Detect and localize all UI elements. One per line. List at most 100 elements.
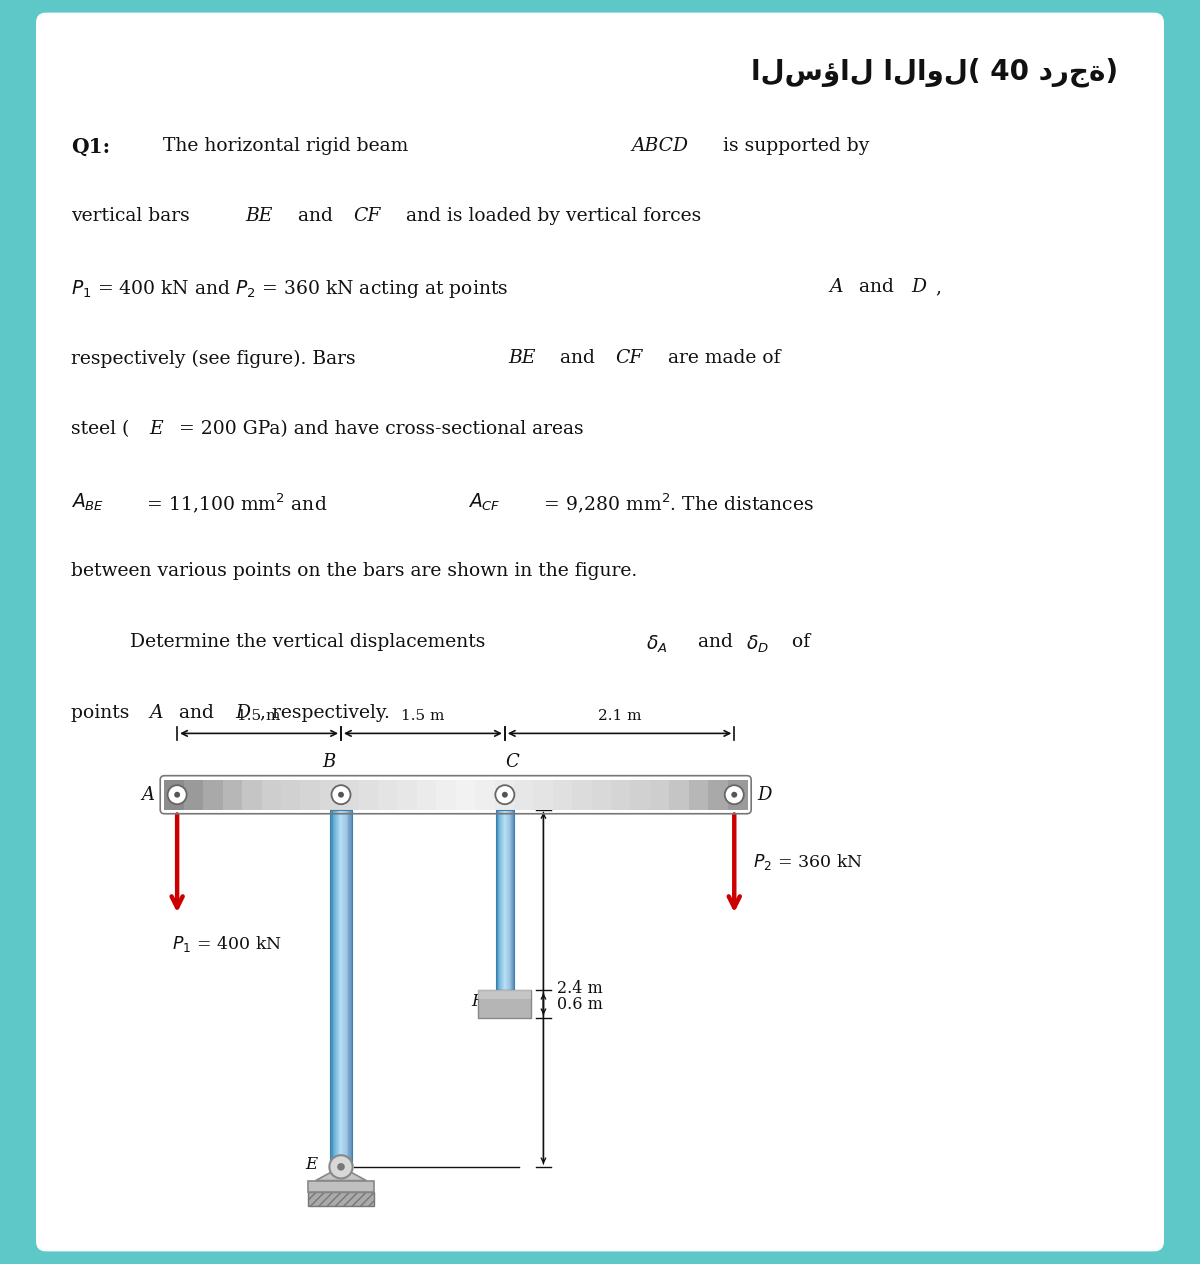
Text: B: B bbox=[323, 753, 336, 771]
Bar bbox=[334, 809, 336, 1167]
Text: of: of bbox=[786, 633, 810, 651]
Text: BE: BE bbox=[246, 207, 274, 225]
Text: CF: CF bbox=[616, 349, 642, 368]
Text: and: and bbox=[553, 349, 600, 368]
Bar bbox=[572, 780, 593, 809]
Bar bbox=[512, 809, 514, 990]
Bar bbox=[350, 809, 353, 1167]
Bar bbox=[479, 990, 532, 999]
Bar bbox=[338, 809, 340, 1167]
Bar bbox=[475, 780, 496, 809]
Bar bbox=[319, 780, 341, 809]
Bar bbox=[503, 809, 505, 990]
Bar bbox=[504, 809, 506, 990]
Circle shape bbox=[496, 785, 515, 804]
Bar bbox=[344, 809, 347, 1167]
Text: is supported by: is supported by bbox=[716, 137, 869, 154]
Bar bbox=[533, 780, 554, 809]
Bar bbox=[332, 809, 335, 1167]
Bar bbox=[164, 780, 185, 809]
Text: Determine the vertical displacements: Determine the vertical displacements bbox=[130, 633, 492, 651]
Text: and: and bbox=[691, 633, 739, 651]
Text: $P_1$ = 400 kN and $P_2$ = 360 kN acting at points: $P_1$ = 400 kN and $P_2$ = 360 kN acting… bbox=[71, 278, 509, 301]
Bar bbox=[502, 809, 504, 990]
Bar bbox=[359, 780, 379, 809]
Bar bbox=[508, 809, 510, 990]
Text: $\delta_D$: $\delta_D$ bbox=[746, 633, 769, 655]
Text: = 9,280 mm$^2$. The distances: = 9,280 mm$^2$. The distances bbox=[539, 492, 815, 516]
Text: Q1:: Q1: bbox=[71, 137, 110, 157]
Bar bbox=[456, 780, 476, 809]
Bar bbox=[330, 809, 332, 1167]
Bar bbox=[184, 780, 204, 809]
Text: 0.6 m: 0.6 m bbox=[557, 996, 604, 1012]
Bar bbox=[346, 809, 347, 1167]
Bar bbox=[479, 990, 532, 1018]
Text: $P_1$ = 400 kN: $P_1$ = 400 kN bbox=[172, 934, 282, 954]
Bar bbox=[500, 809, 503, 990]
Text: E: E bbox=[306, 1157, 318, 1173]
Bar bbox=[347, 809, 349, 1167]
Bar bbox=[512, 809, 515, 990]
Text: E: E bbox=[150, 421, 163, 439]
Bar bbox=[502, 809, 503, 990]
Circle shape bbox=[174, 791, 180, 798]
Text: A: A bbox=[150, 704, 163, 723]
Bar bbox=[378, 780, 398, 809]
Bar bbox=[337, 809, 338, 1167]
Bar bbox=[496, 809, 498, 990]
Text: points: points bbox=[71, 704, 136, 723]
Bar bbox=[506, 809, 509, 990]
Bar bbox=[708, 780, 728, 809]
Bar bbox=[331, 809, 334, 1167]
Bar bbox=[499, 809, 502, 990]
Bar bbox=[281, 780, 301, 809]
Text: $A_{BE}$: $A_{BE}$ bbox=[71, 492, 104, 513]
Text: steel (: steel ( bbox=[71, 421, 130, 439]
Text: 1.5 m: 1.5 m bbox=[401, 709, 445, 723]
Circle shape bbox=[329, 1155, 353, 1178]
Text: ABCD: ABCD bbox=[631, 137, 689, 154]
Bar bbox=[223, 780, 244, 809]
Bar bbox=[343, 809, 346, 1167]
Bar bbox=[630, 780, 650, 809]
Bar bbox=[670, 780, 690, 809]
Bar bbox=[727, 780, 748, 809]
Bar bbox=[242, 780, 263, 809]
Text: ,: , bbox=[935, 278, 941, 297]
Bar bbox=[510, 809, 512, 990]
Text: = 11,100 mm$^2$ and: = 11,100 mm$^2$ and bbox=[142, 492, 328, 516]
Circle shape bbox=[338, 791, 344, 798]
Bar bbox=[592, 780, 612, 809]
Text: are made of: are made of bbox=[661, 349, 780, 368]
Bar bbox=[348, 809, 350, 1167]
Bar bbox=[509, 809, 510, 990]
Circle shape bbox=[502, 791, 508, 798]
Bar bbox=[338, 809, 341, 1167]
Bar bbox=[341, 809, 343, 1167]
Text: $P_2$ = 360 kN: $P_2$ = 360 kN bbox=[754, 852, 863, 872]
Bar bbox=[308, 1181, 373, 1192]
Text: D: D bbox=[911, 278, 926, 297]
Bar bbox=[650, 780, 671, 809]
Circle shape bbox=[337, 1163, 344, 1170]
Bar bbox=[511, 809, 514, 990]
Text: between various points on the bars are shown in the figure.: between various points on the bars are s… bbox=[71, 562, 637, 580]
Text: 1.5 m: 1.5 m bbox=[238, 709, 281, 723]
Bar bbox=[336, 809, 338, 1167]
Bar bbox=[203, 780, 223, 809]
Text: The horizontal rigid beam: The horizontal rigid beam bbox=[163, 137, 414, 154]
Bar bbox=[498, 809, 499, 990]
Text: 2.1 m: 2.1 m bbox=[598, 709, 641, 723]
Text: $A_{CF}$: $A_{CF}$ bbox=[468, 492, 500, 513]
Text: respectively (see figure). Bars: respectively (see figure). Bars bbox=[71, 349, 361, 368]
Bar bbox=[397, 780, 418, 809]
Bar bbox=[611, 780, 631, 809]
Bar bbox=[342, 809, 344, 1167]
Text: D: D bbox=[235, 704, 250, 723]
Bar bbox=[496, 809, 514, 990]
Bar bbox=[689, 780, 709, 809]
Text: $\delta_A$: $\delta_A$ bbox=[647, 633, 668, 655]
Text: and: and bbox=[173, 704, 221, 723]
Bar bbox=[416, 780, 437, 809]
